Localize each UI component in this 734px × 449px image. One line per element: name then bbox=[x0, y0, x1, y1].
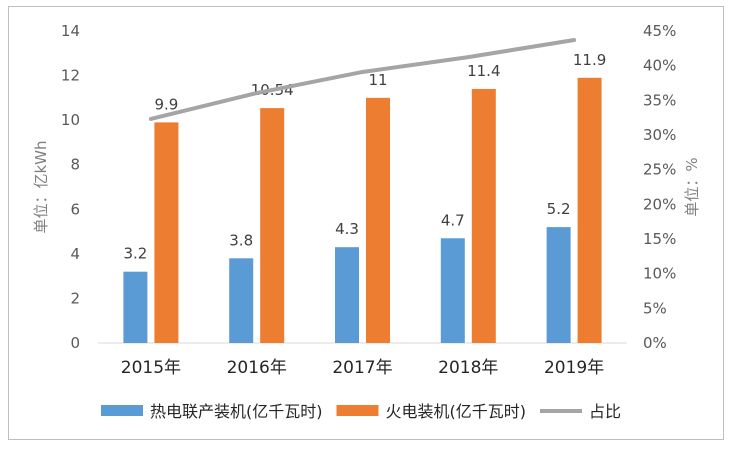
bar-thermal bbox=[366, 97, 390, 343]
bar-chp bbox=[546, 227, 571, 343]
bar-chp bbox=[123, 271, 148, 343]
bar-chp bbox=[229, 258, 254, 343]
y2-tick-label: 20% bbox=[643, 195, 676, 213]
y-tick-label: 14 bbox=[61, 22, 80, 40]
y2-tick-label: 15% bbox=[643, 230, 676, 248]
y2-tick-label: 45% bbox=[643, 22, 676, 40]
y2-tick-label: 35% bbox=[643, 91, 676, 109]
data-label: 11.9 bbox=[573, 51, 606, 69]
data-label: 3.2 bbox=[123, 245, 147, 263]
y2-tick-label: 10% bbox=[643, 265, 676, 283]
y2-tick-label: 30% bbox=[643, 126, 676, 144]
legend-label: 热电联产装机(亿千瓦时) bbox=[150, 402, 323, 421]
x-category-label: 2018年 bbox=[438, 358, 498, 378]
x-category-label: 2019年 bbox=[544, 358, 604, 378]
y-tick-label: 2 bbox=[70, 289, 80, 307]
y2-tick-label: 25% bbox=[643, 161, 676, 179]
data-label: 9.9 bbox=[154, 95, 178, 113]
bar-thermal bbox=[471, 88, 496, 343]
y2-axis-title: 单位：% bbox=[683, 157, 701, 216]
bar-chp bbox=[335, 247, 359, 343]
bar-thermal bbox=[577, 77, 602, 344]
y-tick-label: 4 bbox=[70, 245, 80, 263]
y-tick-label: 8 bbox=[70, 156, 80, 174]
x-category-label: 2015年 bbox=[121, 358, 181, 378]
bar-chp bbox=[440, 238, 465, 343]
y-tick-label: 12 bbox=[61, 67, 80, 85]
bar-thermal bbox=[154, 122, 179, 343]
data-label: 4.7 bbox=[441, 211, 465, 229]
y2-tick-label: 0% bbox=[643, 334, 667, 352]
x-category-label: 2016年 bbox=[227, 358, 287, 378]
bar-thermal bbox=[260, 108, 285, 343]
x-category-label: 2017年 bbox=[332, 358, 392, 378]
y-tick-label: 0 bbox=[70, 334, 80, 352]
data-label: 3.8 bbox=[229, 231, 253, 249]
y2-tick-label: 40% bbox=[643, 57, 676, 75]
share-line bbox=[148, 38, 577, 121]
data-label: 5.2 bbox=[547, 200, 571, 218]
legend-swatch bbox=[336, 405, 379, 416]
legend-swatch bbox=[101, 405, 143, 416]
y-tick-label: 6 bbox=[70, 200, 80, 218]
y-tick-label: 10 bbox=[61, 111, 80, 129]
legend-label: 火电装机(亿千瓦时) bbox=[386, 402, 527, 421]
legend-label: 占比 bbox=[589, 402, 621, 421]
data-label: 11.4 bbox=[467, 62, 500, 80]
data-label: 4.3 bbox=[335, 220, 359, 238]
y2-tick-label: 5% bbox=[643, 299, 667, 317]
y-axis-title: 单位：亿kWh bbox=[32, 140, 50, 233]
data-label: 11 bbox=[368, 71, 387, 89]
